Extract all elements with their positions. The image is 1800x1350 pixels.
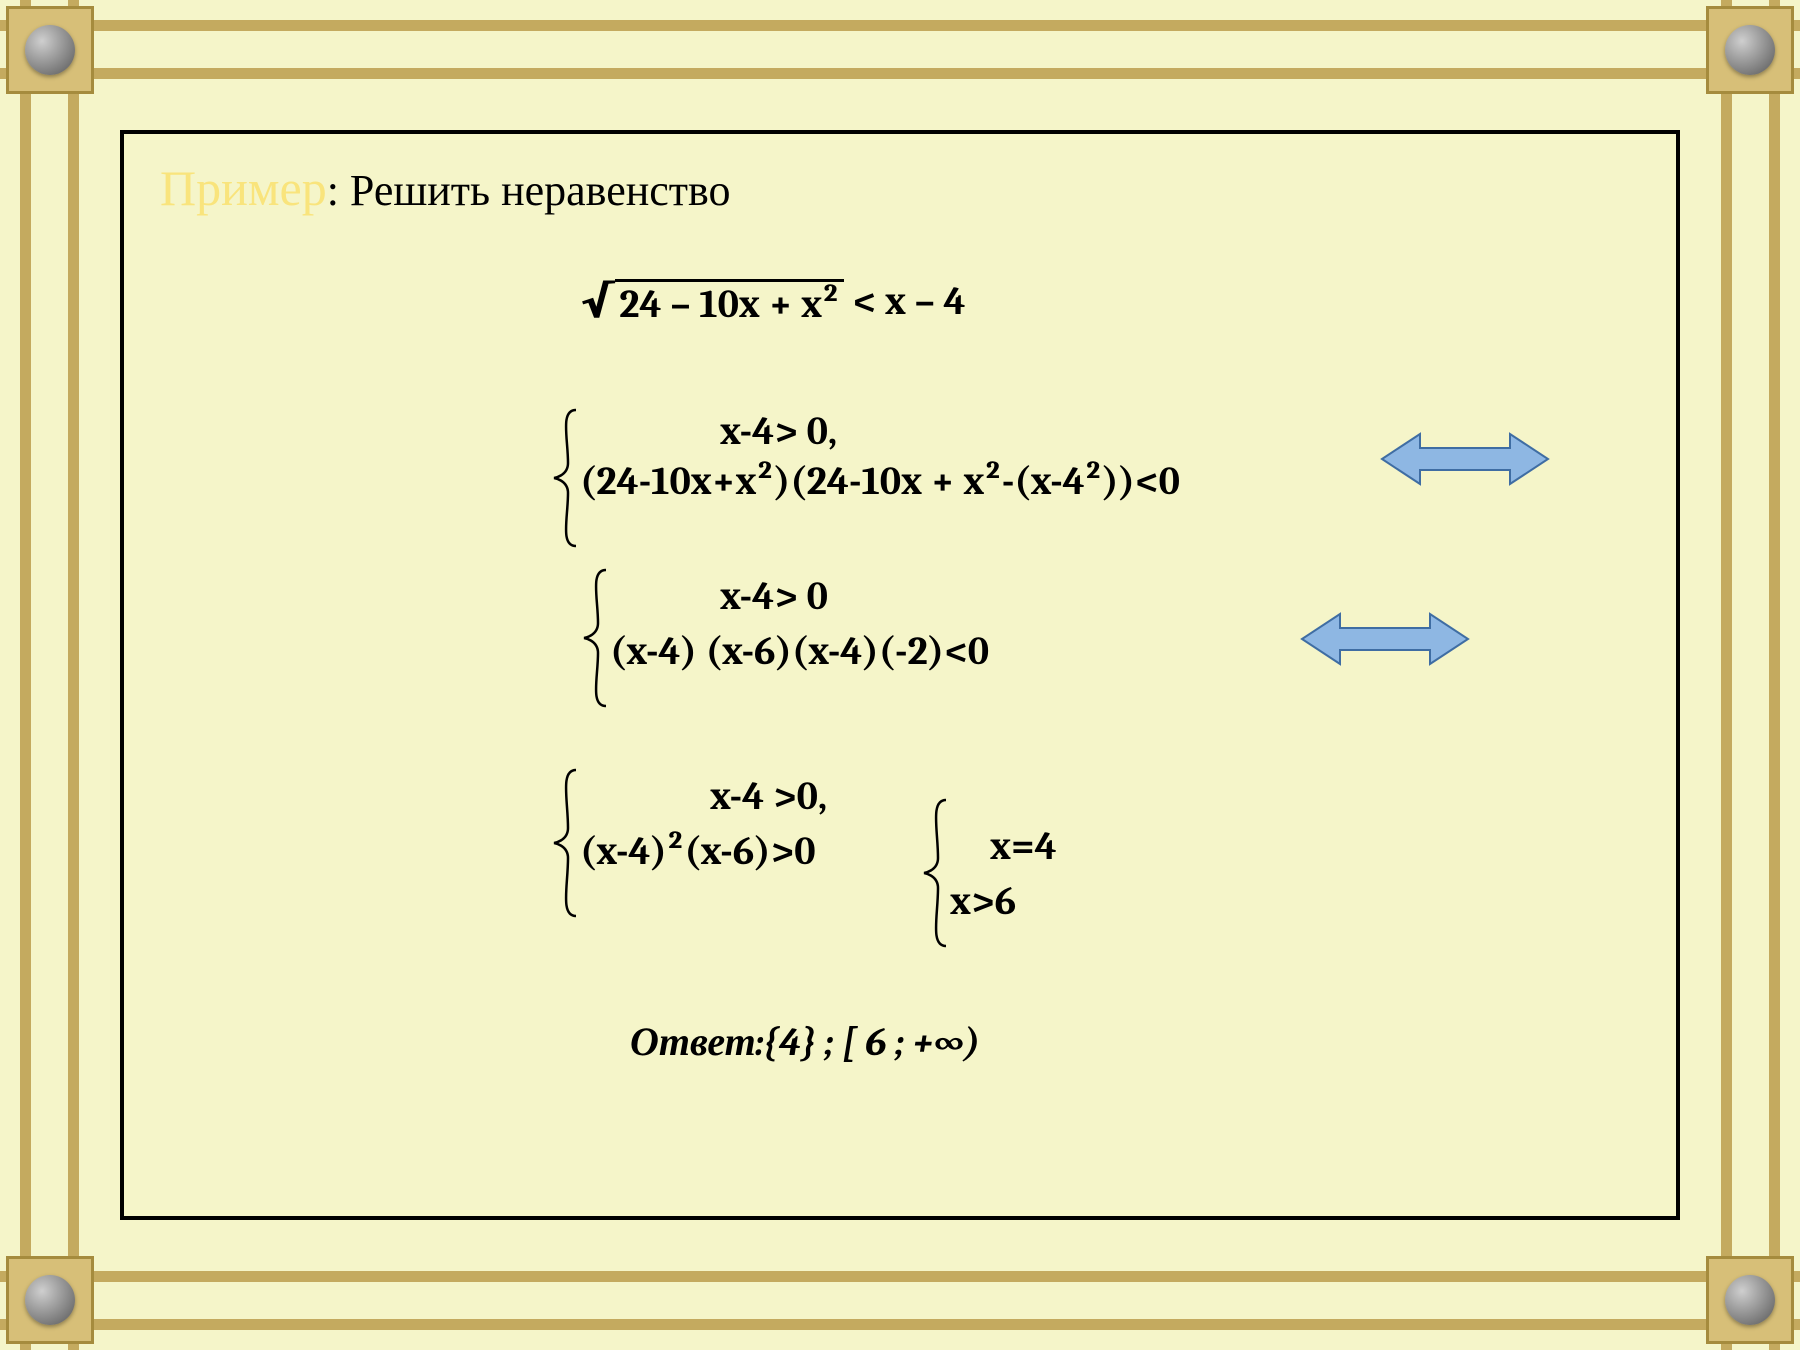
corner-plate-top-left [6,6,94,94]
answer-line: Ответ:{4} ; [ 6 ; +∞) [630,1018,980,1065]
sys1-line1: x-4> 0, [720,408,837,454]
brace-icon [580,568,610,708]
knob-icon [1725,1275,1775,1325]
sys3-line2: (x-4)²(x-6)>0 [580,828,816,874]
sys4-line2: x>6 [950,878,1016,924]
frame-bar [0,68,1800,79]
math-area: √ 24 – 10x + x² < x – 4 x-4> 0, (24-10x+… [160,278,1640,1098]
corner-plate-top-right [1706,6,1794,94]
knob-icon [25,25,75,75]
corner-plate-bottom-left [6,1256,94,1344]
radical-symbol: √ [580,281,615,322]
frame-bar [68,0,79,1350]
corner-plate-bottom-right [1706,1256,1794,1344]
frame-bar [1769,0,1780,1350]
root-rhs: < x – 4 [852,278,965,324]
sys4-line1: x=4 [990,823,1057,869]
frame-bar [20,0,31,1350]
slide-header: Пример: Решить неравенство [160,158,1640,218]
sqrt-operand: 24 – 10x + x² [615,279,843,326]
brace-icon [550,768,580,918]
knob-icon [25,1275,75,1325]
root-inequality: √ 24 – 10x + x² < x – 4 [580,278,966,326]
brace-icon [920,798,950,948]
header-text: : Решить неравенство [327,166,731,215]
sys2-line1: x-4> 0 [720,573,828,619]
sys2-line2: (x-4) (x-6)(x-4)(-2)<0 [610,628,989,674]
frame-bar [0,1319,1800,1330]
sqrt-icon: √ 24 – 10x + x² [580,279,844,326]
frame-bar [1721,0,1732,1350]
double-arrow-icon[interactable] [1300,606,1470,672]
double-arrow-icon[interactable] [1380,426,1550,492]
example-word: Пример [160,160,327,216]
sys3-line1: x-4 >0, [710,773,827,819]
knob-icon [1725,25,1775,75]
brace-icon [550,408,580,548]
sys1-line2: (24-10x+x²)(24-10x + x²-(x-4²))<0 [580,458,1180,504]
frame-bar [0,1271,1800,1282]
content-panel: Пример: Решить неравенство √ 24 – 10x + … [120,130,1680,1220]
frame-bar [0,20,1800,31]
